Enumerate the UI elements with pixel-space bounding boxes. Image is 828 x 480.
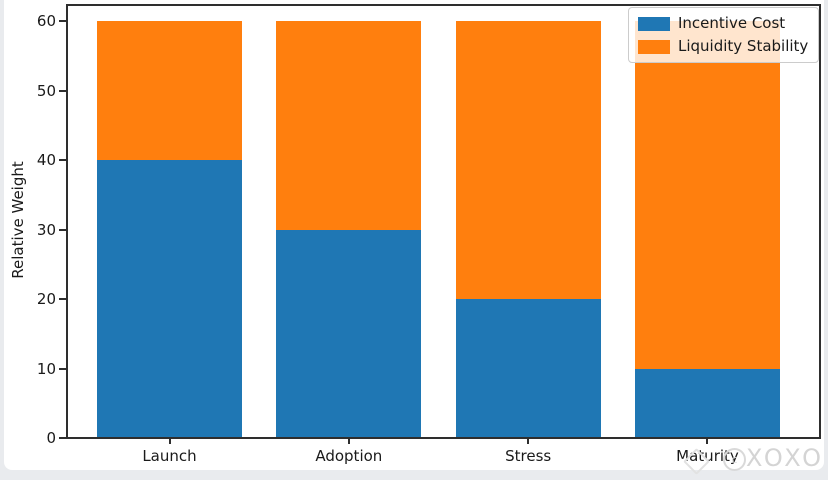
y-tick-label-50: 50 [36,81,56,100]
bar-segment-maturity-incentive-cost [634,368,780,438]
y-tick-10 [59,367,66,370]
y-tick-0 [59,437,66,439]
axis-spine-top [66,4,821,6]
y-tick-20 [59,298,66,300]
legend-item-liquidity-stability: Liquidity Stability [638,38,808,55]
x-tick-label-launch: Launch [142,447,197,465]
bar-segment-adoption-liquidity-stability [276,21,422,230]
axis-spine-left [66,4,68,439]
x-tick-stress [527,439,530,444]
y-tick-label-20: 20 [36,290,56,308]
legend-label-liquidity-stability: Liquidity Stability [678,37,809,55]
legend-swatch-incentive-cost [638,16,670,31]
y-tick-label-10: 10 [36,359,56,378]
y-tick-label-0: 0 [46,429,56,447]
y-tick-label-30: 30 [36,220,56,239]
x-tick-label-adoption: Adoption [315,447,383,465]
axis-spine-right [819,4,821,439]
x-tick-label-stress: Stress [505,447,552,465]
legend: Incentive Cost Liquidity Stability [628,7,820,63]
y-tick-label-60: 60 [36,12,56,30]
y-tick-30 [59,228,66,231]
legend-label-incentive-cost: Incentive Cost [678,14,786,32]
bar-segment-stress-liquidity-stability [455,21,601,299]
bar-segment-launch-incentive-cost [97,160,242,438]
y-tick-50 [59,89,66,92]
circled-c-icon: c [723,448,746,471]
bar-segment-adoption-incentive-cost [276,229,422,438]
legend-swatch-liquidity-stability [638,39,670,54]
y-tick-label-40: 40 [36,151,56,169]
bar-segment-launch-liquidity-stability [97,21,242,160]
bar-segment-stress-incentive-cost [455,299,601,438]
axis-spine-bottom [66,437,821,439]
legend-item-incentive-cost: Incentive Cost [638,15,808,32]
x-tick-maturity [706,439,709,444]
x-tick-adoption [347,439,350,444]
bar-segment-maturity-liquidity-stability [634,21,780,369]
watermark-text: XOXO [746,444,825,472]
plot-area [66,4,820,438]
x-tick-launch [168,439,171,444]
y-tick-60 [59,20,66,22]
y-tick-40 [59,159,66,161]
